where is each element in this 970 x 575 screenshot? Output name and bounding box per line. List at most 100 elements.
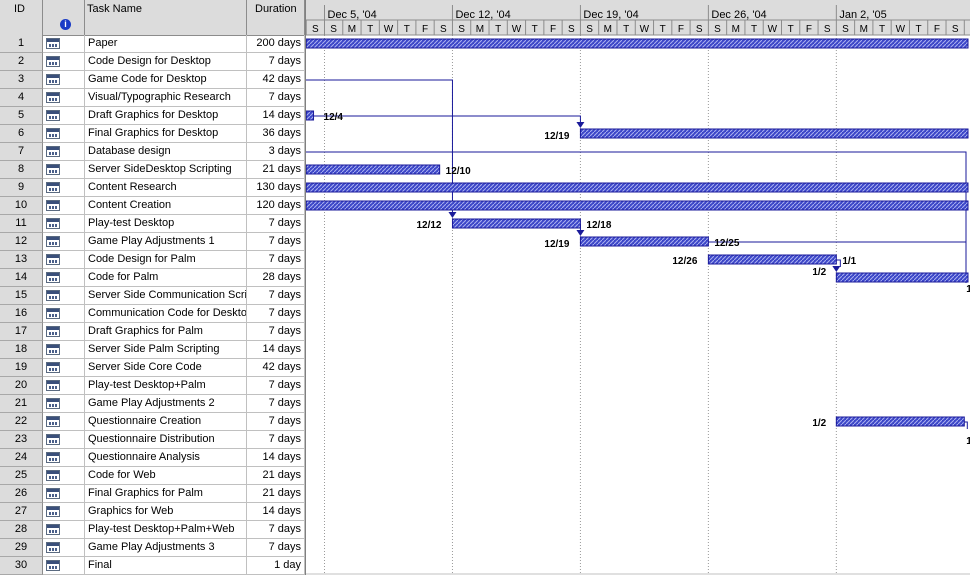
row-id[interactable]: 29 xyxy=(0,539,43,557)
row-id[interactable]: 30 xyxy=(0,557,43,575)
task-name[interactable]: Play-test Desktop+Palm xyxy=(85,377,247,395)
task-duration[interactable]: 200 days xyxy=(247,35,305,53)
task-name[interactable]: Questionnaire Creation xyxy=(85,413,247,431)
table-row[interactable]: 13 Code Design for Palm 7 days xyxy=(0,251,305,269)
table-row[interactable]: 3 Game Code for Desktop 42 days xyxy=(0,71,305,89)
row-id[interactable]: 13 xyxy=(0,251,43,269)
task-duration[interactable]: 21 days xyxy=(247,467,305,485)
table-row[interactable]: 22 Questionnaire Creation 7 days xyxy=(0,413,305,431)
task-name-column-header[interactable]: Task Name xyxy=(85,0,247,36)
row-id[interactable]: 4 xyxy=(0,89,43,107)
task-duration[interactable]: 14 days xyxy=(247,107,305,125)
table-row[interactable]: 27 Graphics for Web 14 days xyxy=(0,503,305,521)
row-id[interactable]: 1 xyxy=(0,35,43,53)
task-name[interactable]: Game Code for Desktop xyxy=(85,71,247,89)
row-id[interactable]: 27 xyxy=(0,503,43,521)
table-row[interactable]: 26 Final Graphics for Palm 21 days xyxy=(0,485,305,503)
task-name[interactable]: Draft Graphics for Palm xyxy=(85,323,247,341)
task-name[interactable]: Visual/Typographic Research xyxy=(85,89,247,107)
row-id[interactable]: 3 xyxy=(0,71,43,89)
table-row[interactable]: 18 Server Side Palm Scripting 14 days xyxy=(0,341,305,359)
row-id[interactable]: 19 xyxy=(0,359,43,377)
task-duration[interactable]: 1 day xyxy=(247,557,305,575)
row-id[interactable]: 11 xyxy=(0,215,43,233)
row-id[interactable]: 5 xyxy=(0,107,43,125)
task-duration[interactable]: 7 days xyxy=(247,305,305,323)
task-name[interactable]: Paper xyxy=(85,35,247,53)
task-bar[interactable] xyxy=(306,110,315,121)
task-bar[interactable] xyxy=(707,254,837,265)
task-duration[interactable]: 7 days xyxy=(247,521,305,539)
timescale-major[interactable] xyxy=(306,0,970,20)
row-id[interactable]: 7 xyxy=(0,143,43,161)
view-splitter[interactable] xyxy=(305,0,306,575)
task-bar[interactable] xyxy=(451,218,581,229)
row-id[interactable]: 28 xyxy=(0,521,43,539)
timescale-minor[interactable] xyxy=(306,20,970,35)
task-name[interactable]: Content Research xyxy=(85,179,247,197)
task-duration[interactable]: 130 days xyxy=(247,179,305,197)
row-id[interactable]: 21 xyxy=(0,395,43,413)
task-name[interactable]: Code for Palm xyxy=(85,269,247,287)
table-row[interactable]: 6 Final Graphics for Desktop 36 days xyxy=(0,125,305,143)
task-duration[interactable]: 7 days xyxy=(247,413,305,431)
row-id[interactable]: 26 xyxy=(0,485,43,503)
duration-column-header[interactable]: Duration xyxy=(247,0,305,36)
task-duration[interactable]: 7 days xyxy=(247,287,305,305)
table-row[interactable]: 10 Content Creation 120 days xyxy=(0,197,305,215)
task-name[interactable]: Communication Code for Desktop xyxy=(85,305,247,323)
task-duration[interactable]: 7 days xyxy=(247,539,305,557)
table-row[interactable]: 9 Content Research 130 days xyxy=(0,179,305,197)
table-row[interactable]: 30 Final 1 day xyxy=(0,557,305,575)
row-id[interactable]: 10 xyxy=(0,197,43,215)
row-id[interactable]: 22 xyxy=(0,413,43,431)
table-row[interactable]: 7 Database design 3 days xyxy=(0,143,305,161)
task-duration[interactable]: 7 days xyxy=(247,233,305,251)
task-bar[interactable] xyxy=(306,200,969,211)
task-name[interactable]: Questionnaire Analysis xyxy=(85,449,247,467)
task-bar[interactable] xyxy=(306,182,969,193)
row-id[interactable]: 2 xyxy=(0,53,43,71)
row-id[interactable]: 15 xyxy=(0,287,43,305)
task-name[interactable]: Content Creation xyxy=(85,197,247,215)
task-duration[interactable]: 21 days xyxy=(247,161,305,179)
task-name[interactable]: Server SideDesktop Scripting xyxy=(85,161,247,179)
task-duration[interactable]: 42 days xyxy=(247,359,305,377)
table-row[interactable]: 5 Draft Graphics for Desktop 14 days xyxy=(0,107,305,125)
row-id[interactable]: 8 xyxy=(0,161,43,179)
task-name[interactable]: Final xyxy=(85,557,247,575)
task-duration[interactable]: 3 days xyxy=(247,143,305,161)
gantt-chart[interactable]: Dec 5, '04 Dec 12, '04 Dec 19, '04 Dec 26, … xyxy=(306,0,970,575)
task-duration[interactable]: 42 days xyxy=(247,71,305,89)
task-name[interactable]: Final Graphics for Palm xyxy=(85,485,247,503)
row-id[interactable]: 25 xyxy=(0,467,43,485)
table-row[interactable]: 15 Server Side Communication Scripting7 d… xyxy=(0,287,305,305)
id-column-header[interactable]: ID xyxy=(0,0,43,36)
task-name[interactable]: Game Play Adjustments 1 xyxy=(85,233,247,251)
task-duration[interactable]: 120 days xyxy=(247,197,305,215)
task-duration[interactable]: 7 days xyxy=(247,395,305,413)
task-name[interactable]: Play-test Desktop+Palm+Web xyxy=(85,521,247,539)
row-id[interactable]: 6 xyxy=(0,125,43,143)
task-bar[interactable] xyxy=(306,164,441,175)
task-duration[interactable]: 7 days xyxy=(247,431,305,449)
task-duration[interactable]: 7 days xyxy=(247,323,305,341)
task-duration[interactable]: 14 days xyxy=(247,341,305,359)
table-row[interactable]: 1 Paper 200 days xyxy=(0,35,305,53)
row-id[interactable]: 12 xyxy=(0,233,43,251)
task-bar[interactable] xyxy=(835,416,965,427)
task-name[interactable]: Server Side Palm Scripting xyxy=(85,341,247,359)
task-bar[interactable] xyxy=(579,128,969,139)
task-duration[interactable]: 7 days xyxy=(247,215,305,233)
indicators-column-header[interactable]: i xyxy=(43,0,85,36)
table-row[interactable]: 14 Code for Palm 28 days xyxy=(0,269,305,287)
task-name[interactable]: Final Graphics for Desktop xyxy=(85,125,247,143)
task-bar[interactable] xyxy=(306,38,969,49)
row-id[interactable]: 18 xyxy=(0,341,43,359)
row-id[interactable]: 16 xyxy=(0,305,43,323)
task-duration[interactable]: 7 days xyxy=(247,53,305,71)
task-duration[interactable]: 7 days xyxy=(247,251,305,269)
task-duration[interactable]: 36 days xyxy=(247,125,305,143)
